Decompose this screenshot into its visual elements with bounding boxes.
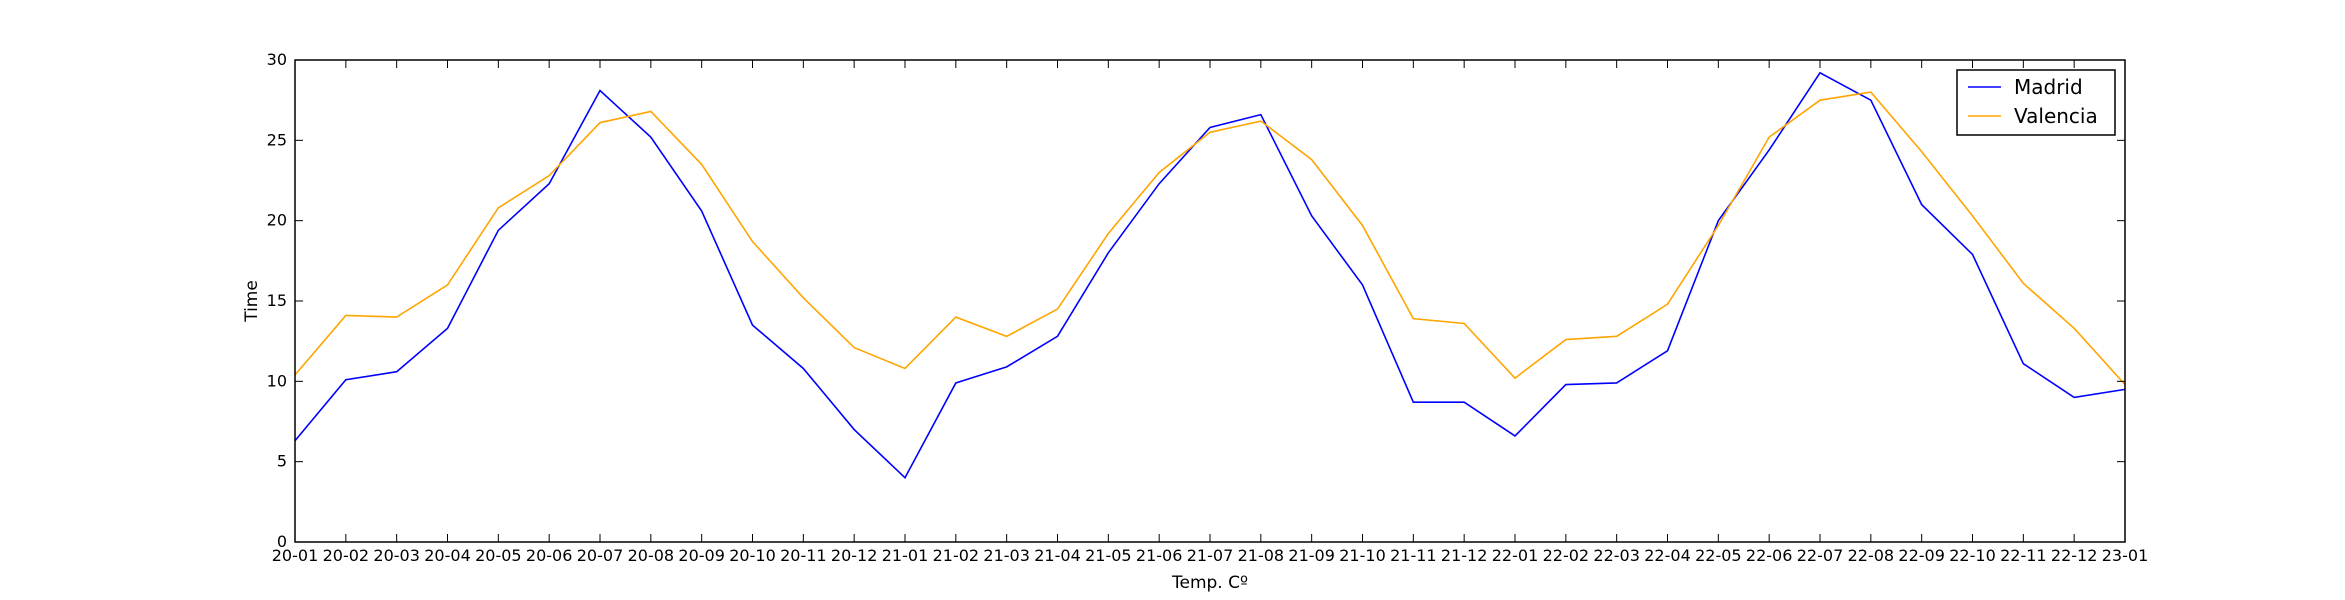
x-tick-label: 23-01 <box>2102 546 2149 565</box>
x-tick-label: 20-02 <box>323 546 370 565</box>
x-tick-label: 21-06 <box>1136 546 1183 565</box>
legend-label-madrid: Madrid <box>2014 75 2083 99</box>
x-tick-label: 20-06 <box>526 546 573 565</box>
x-tick-label: 22-11 <box>2000 546 2047 565</box>
y-tick-label: 0 <box>277 532 287 551</box>
y-tick-label: 25 <box>267 130 287 149</box>
series-line-madrid <box>294 71 2126 480</box>
y-tick-label: 30 <box>267 50 287 69</box>
y-tick-label: 15 <box>267 291 287 310</box>
x-tick-label: 22-07 <box>1797 546 1844 565</box>
x-tick-label: 22-01 <box>1492 546 1539 565</box>
x-tick-label: 22-09 <box>1898 546 1945 565</box>
x-tick-label: 22-05 <box>1695 546 1742 565</box>
x-tick-label: 20-03 <box>373 546 420 565</box>
y-tick-label: 10 <box>267 371 287 390</box>
x-tick-label: 21-05 <box>1085 546 1132 565</box>
y-tick-label: 20 <box>267 211 287 230</box>
x-axis-label: Temp. Cº <box>1171 573 1248 593</box>
x-tick-label: 20-07 <box>577 546 624 565</box>
x-tick-label: 21-10 <box>1339 546 1386 565</box>
x-tick-label: 22-08 <box>1848 546 1895 565</box>
legend-box <box>1956 69 2116 136</box>
y-tick-label: 5 <box>277 452 287 471</box>
x-tick-label: 21-11 <box>1390 546 1437 565</box>
x-tick-label: 21-09 <box>1288 546 1335 565</box>
x-tick-label: 22-03 <box>1593 546 1640 565</box>
x-tick-label: 20-04 <box>424 546 471 565</box>
x-tick-label: 21-02 <box>933 546 980 565</box>
y-axis: 0 5 10 15 20 25 30 <box>267 50 2125 551</box>
x-tick-label: 21-01 <box>882 546 929 565</box>
x-axis: 20-01 20-02 20-03 20-04 20-05 20-06 20-07 20-08… <box>272 60 2149 565</box>
x-tick-label: 20-08 <box>628 546 675 565</box>
x-tick-label: 21-03 <box>983 546 1030 565</box>
x-tick-label: 22-12 <box>2051 546 2098 565</box>
x-tick-label: 20-12 <box>831 546 878 565</box>
x-tick-label: 21-07 <box>1187 546 1234 565</box>
series-line-valencia <box>294 91 2126 386</box>
x-tick-label: 22-06 <box>1746 546 1793 565</box>
x-tick-label: 22-10 <box>1949 546 1996 565</box>
legend: Madrid Valencia <box>1956 69 2116 136</box>
y-axis-label: Time <box>242 280 262 323</box>
x-tick-label: 22-02 <box>1543 546 1590 565</box>
legend-label-valencia: Valencia <box>2014 104 2098 128</box>
x-tick-label: 21-04 <box>1034 546 1081 565</box>
x-tick-label: 21-08 <box>1238 546 1285 565</box>
x-tick-label: 20-01 <box>272 546 319 565</box>
series-lines <box>294 71 2126 480</box>
x-tick-label: 20-05 <box>475 546 522 565</box>
x-tick-label: 20-09 <box>678 546 725 565</box>
x-tick-label: 20-10 <box>729 546 776 565</box>
x-tick-label: 21-12 <box>1441 546 1488 565</box>
x-tick-label: 22-04 <box>1644 546 1691 565</box>
x-tick-label: 20-11 <box>780 546 827 565</box>
